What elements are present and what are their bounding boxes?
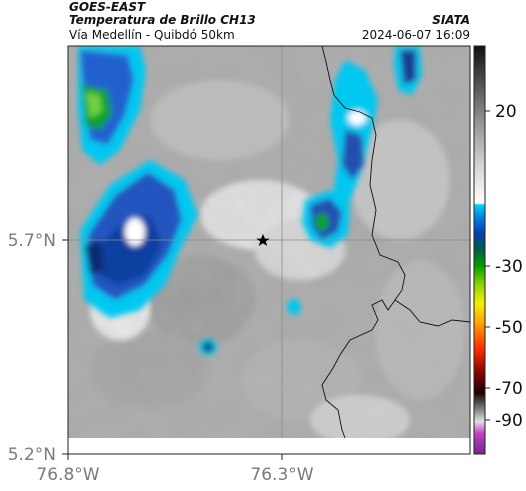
brand-label: SIATA bbox=[432, 13, 470, 27]
lat-tick-label: 5.2°N bbox=[8, 445, 56, 465]
timestamp: 2024-06-07 16:09 bbox=[361, 28, 470, 42]
lon-tick-label: 76.8°W bbox=[36, 465, 99, 485]
colorbar-label: -50 bbox=[495, 318, 523, 338]
product-title: Temperatura de Brillo CH13 bbox=[69, 13, 256, 27]
colorbar-scale bbox=[473, 45, 486, 455]
colorbar-label: -30 bbox=[495, 257, 523, 277]
lon-tick-label: 76.3°W bbox=[250, 465, 313, 485]
boundary-line bbox=[394, 299, 470, 327]
colorbar-label: -90 bbox=[495, 411, 523, 431]
cloud-cells bbox=[78, 46, 422, 355]
colorbar-label: 20 bbox=[495, 102, 517, 122]
colorbar-label: -70 bbox=[495, 379, 523, 399]
map-frame bbox=[67, 45, 471, 455]
region-subtitle: Vía Medellín - Quibdó 50km bbox=[69, 28, 235, 42]
star-icon bbox=[256, 234, 270, 246]
lat-tick-label: 5.7°N bbox=[8, 231, 56, 251]
boundary-line bbox=[321, 46, 406, 438]
colorbar: 20 -30 -50 -70 -90 bbox=[473, 45, 523, 455]
satellite-title: GOES-EAST bbox=[69, 0, 146, 14]
map-panel bbox=[68, 46, 470, 438]
